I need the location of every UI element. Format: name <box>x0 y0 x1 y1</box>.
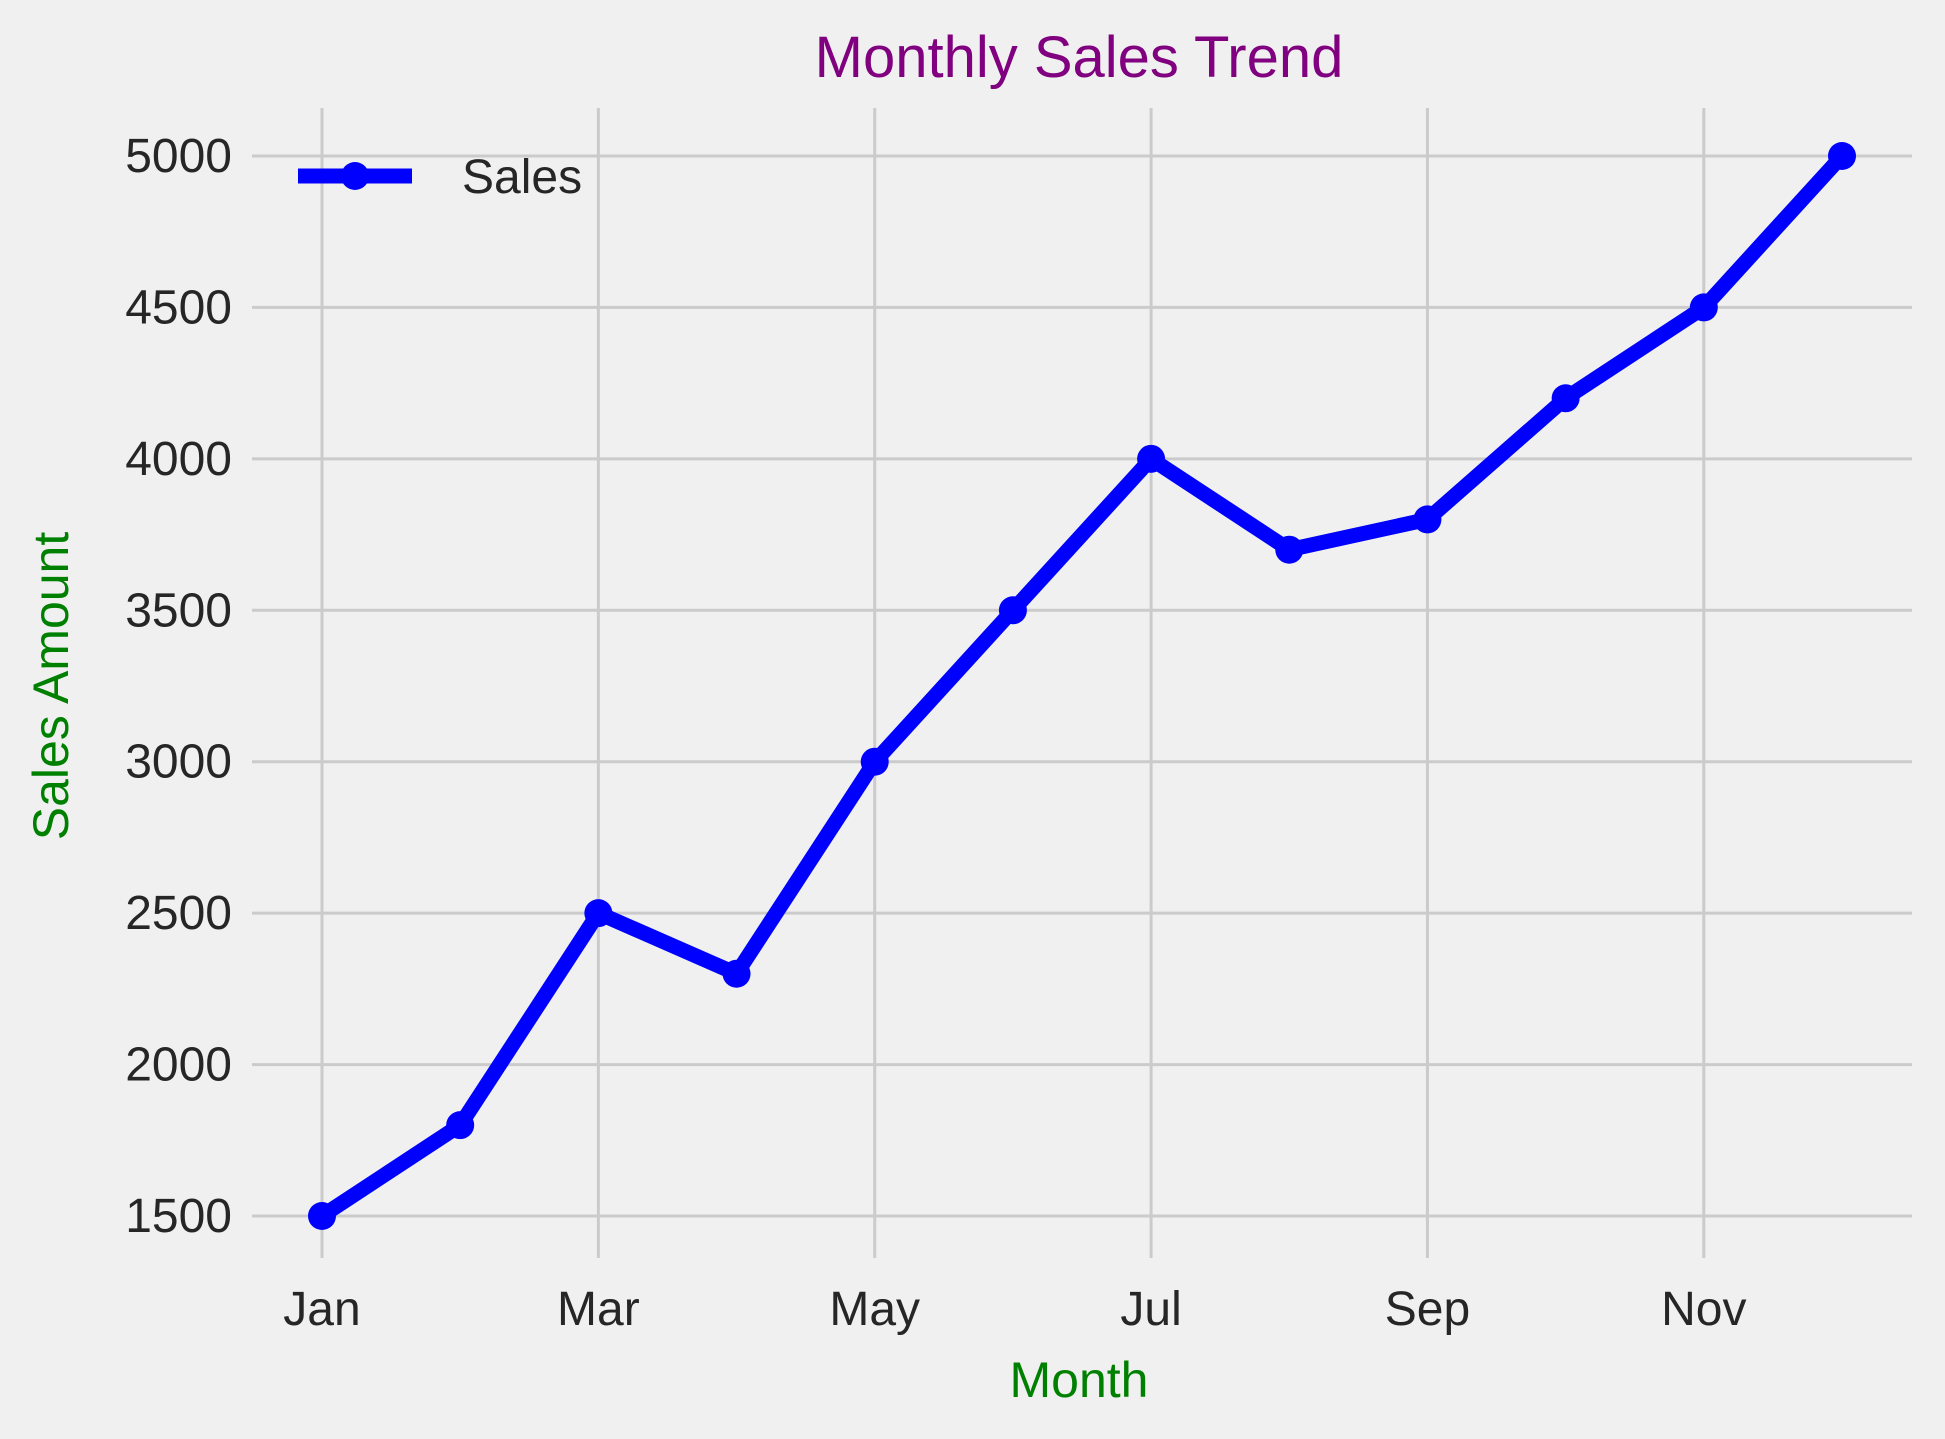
x-tick-label: Nov <box>1661 1283 1746 1336</box>
data-point-feb <box>446 1111 475 1140</box>
x-tick-label: May <box>829 1283 920 1336</box>
data-point-mar <box>584 899 613 928</box>
x-axis-label: Month <box>1010 1352 1149 1408</box>
data-point-oct <box>1551 384 1580 413</box>
data-point-jan <box>308 1202 336 1230</box>
y-tick-label: 2500 <box>125 887 232 940</box>
data-point-may <box>860 747 889 776</box>
data-point-jul <box>1137 444 1166 473</box>
data-point-apr <box>722 959 751 988</box>
data-point-dec <box>1828 142 1856 170</box>
chart-title: Monthly Sales Trend <box>815 25 1344 90</box>
y-tick-label: 5000 <box>125 130 232 183</box>
x-tick-label: Jan <box>283 1283 360 1336</box>
y-tick-label: 2000 <box>125 1039 232 1092</box>
y-tick-label: 4000 <box>125 433 232 486</box>
data-point-nov <box>1689 293 1718 322</box>
y-tick-label: 4500 <box>125 281 232 334</box>
legend: Sales <box>298 151 582 204</box>
data-point-aug <box>1275 535 1304 564</box>
x-tick-label: Sep <box>1385 1283 1470 1336</box>
grid <box>252 108 1912 1258</box>
axis-ticks: 1500 2000 2500 3000 3500 4000 4500 5000 Jan Mar Ma… <box>125 130 1746 1336</box>
y-axis-label: Sales Amount <box>23 532 79 841</box>
data-point-jun <box>998 596 1027 625</box>
x-tick-label: Mar <box>557 1283 640 1336</box>
legend-label: Sales <box>462 151 582 204</box>
legend-marker-swatch <box>341 162 369 190</box>
series-line-sales <box>314 148 1850 1224</box>
x-tick-label: Jul <box>1120 1283 1181 1336</box>
y-tick-label: 1500 <box>125 1190 232 1243</box>
y-tick-label: 3500 <box>125 584 232 637</box>
data-point-sep <box>1413 505 1442 534</box>
series-sales <box>308 142 1856 1230</box>
y-tick-label: 3000 <box>125 736 232 789</box>
